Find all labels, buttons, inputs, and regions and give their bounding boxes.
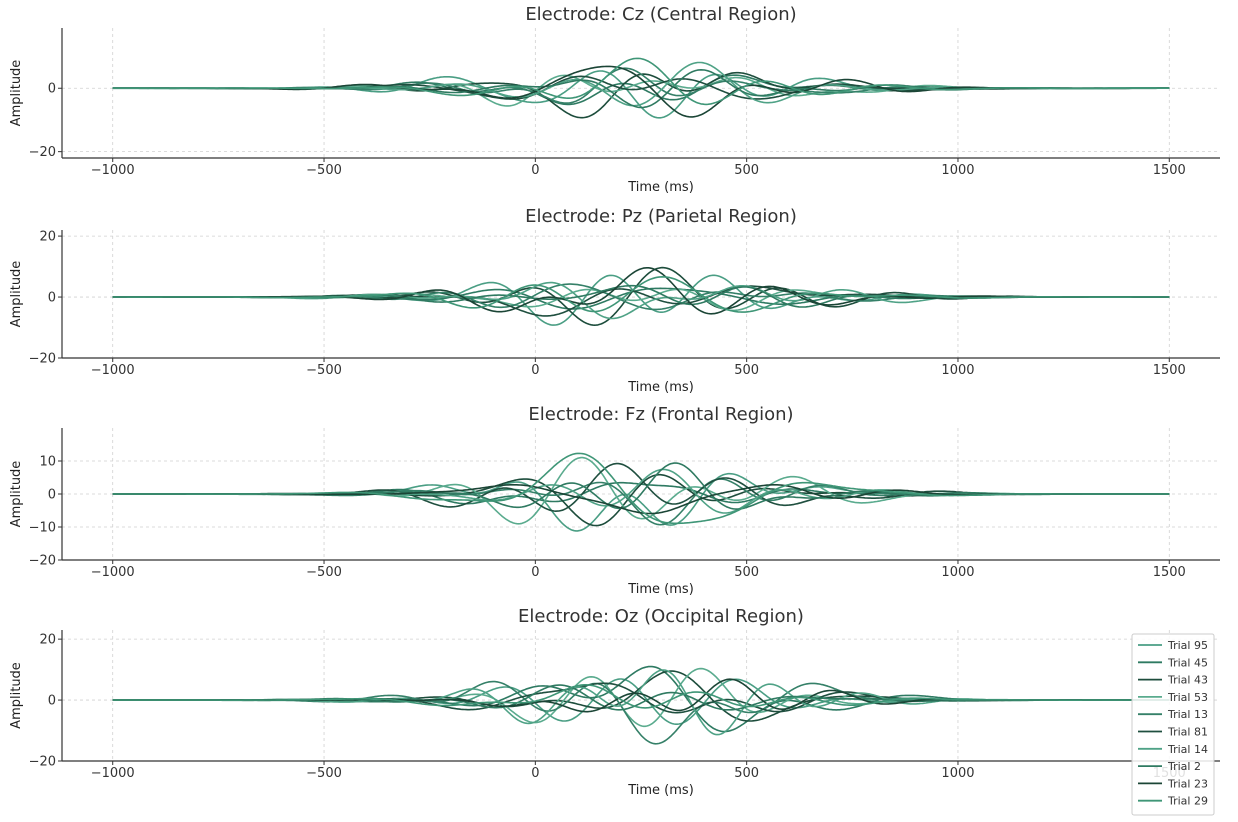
y-tick-label: −10	[29, 521, 56, 536]
panel-0: −1000 −500 0 500 1000 1500 −20 0 Electrode: Cz (…	[9, 4, 1220, 195]
x-tick-label: −500	[306, 363, 342, 378]
x-tick-label: 1000	[941, 163, 974, 178]
x-tick-label: 1500	[1153, 363, 1186, 378]
y-tick-label: −20	[29, 554, 56, 569]
x-tick-label: 1000	[941, 565, 974, 580]
panel-1: −1000 −500 0 500 1000 1500 −20 0 20 Electrode: Pz…	[9, 206, 1220, 395]
legend-label: Trial 53	[1167, 691, 1208, 704]
series-line-trial-81	[112, 462, 1170, 512]
x-tick-label: −1000	[91, 766, 135, 781]
chart-title: Electrode: Oz (Occipital Region)	[518, 606, 804, 627]
x-tick-label: 500	[734, 363, 759, 378]
series-line-trial-43	[112, 670, 1170, 722]
y-tick-label: 0	[48, 291, 56, 306]
series-line-trial-29	[112, 452, 1170, 525]
y-tick-label: −20	[29, 352, 56, 367]
y-tick-label: −20	[29, 755, 56, 770]
chart-title: Electrode: Fz (Frontal Region)	[528, 404, 793, 425]
legend-label: Trial 43	[1167, 674, 1208, 687]
y-axis-label: Amplitude	[9, 461, 24, 528]
legend-label: Trial 45	[1167, 656, 1208, 669]
x-axis-label: Time (ms)	[627, 783, 694, 798]
y-axis-label: Amplitude	[9, 261, 24, 328]
legend-label: Trial 81	[1167, 726, 1208, 739]
y-tick-label: −20	[29, 145, 56, 160]
x-tick-label: 0	[531, 363, 539, 378]
legend-label: Trial 23	[1167, 777, 1208, 790]
x-tick-label: 500	[734, 565, 759, 580]
series-line-trial-29	[112, 57, 1170, 106]
series-line-trial-53	[112, 74, 1170, 107]
x-tick-label: −1000	[91, 163, 135, 178]
x-tick-label: −500	[306, 163, 342, 178]
series-line-trial-13	[112, 67, 1170, 104]
chart-title: Electrode: Pz (Parietal Region)	[525, 206, 797, 227]
series-line-trial-29	[112, 276, 1170, 313]
series-line-trial-13	[112, 680, 1170, 745]
traces	[112, 266, 1170, 326]
legend-label: Trial 29	[1167, 795, 1208, 808]
traces	[112, 665, 1170, 745]
y-tick-label: 10	[39, 455, 56, 470]
legend-label: Trial 2	[1167, 760, 1201, 773]
x-tick-label: −1000	[91, 363, 135, 378]
x-tick-label: 0	[531, 565, 539, 580]
traces	[112, 452, 1170, 532]
y-tick-label: 0	[48, 694, 56, 709]
y-tick-label: 20	[39, 633, 56, 648]
y-tick-label: 0	[48, 488, 56, 503]
series-line-trial-95	[112, 678, 1170, 725]
series-line-trial-29	[112, 684, 1170, 709]
x-tick-label: 500	[734, 163, 759, 178]
traces	[112, 57, 1170, 119]
x-tick-label: −500	[306, 565, 342, 580]
x-tick-label: −1000	[91, 565, 135, 580]
legend: Trial 95 Trial 45 Trial 43 Trial 53 Trial 13…	[1131, 633, 1215, 816]
series-line-trial-14	[112, 61, 1170, 107]
chart-title: Electrode: Cz (Central Region)	[525, 4, 796, 25]
x-tick-label: 500	[734, 766, 759, 781]
x-axis-label: Time (ms)	[627, 380, 694, 395]
y-tick-label: 0	[48, 82, 56, 97]
x-tick-label: 0	[531, 766, 539, 781]
y-axis-label: Amplitude	[9, 662, 24, 729]
x-axis-label: Time (ms)	[627, 582, 694, 597]
y-axis-label: Amplitude	[9, 60, 24, 127]
legend-label: Trial 14	[1167, 743, 1208, 756]
series-line-trial-23	[112, 484, 1170, 515]
legend-label: Trial 13	[1167, 708, 1208, 721]
x-tick-label: 1500	[1153, 565, 1186, 580]
series-line-trial-14	[112, 468, 1170, 514]
x-tick-label: 1500	[1153, 163, 1186, 178]
y-tick-label: 20	[39, 230, 56, 245]
panel-2: −1000 −500 0 500 1000 1500 −20 −10 0 10 Electrode:…	[9, 404, 1220, 597]
legend-label: Trial 95	[1167, 639, 1208, 652]
x-tick-label: 1000	[941, 363, 974, 378]
x-tick-label: 1000	[941, 766, 974, 781]
x-tick-label: 0	[531, 163, 539, 178]
x-tick-label: −500	[306, 766, 342, 781]
x-axis-label: Time (ms)	[627, 180, 694, 195]
